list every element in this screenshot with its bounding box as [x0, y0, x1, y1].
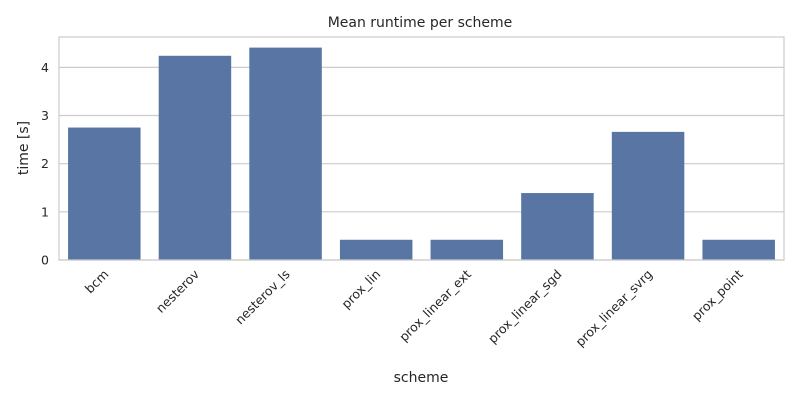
bar: [158, 55, 232, 261]
bars: [68, 47, 775, 261]
y-tick-labels: 0 1 2 3 4: [41, 60, 49, 268]
x-tick-label: nesterov_ls: [232, 267, 293, 328]
y-tick-label: 0: [41, 253, 49, 268]
x-tick-label: prox_linear_ext: [396, 266, 474, 344]
bar: [702, 239, 775, 260]
x-axis-label: scheme: [394, 370, 449, 386]
x-tick-label: prox_linear_sgd: [485, 267, 565, 347]
bar: [249, 47, 322, 260]
x-tick-label: bcm: [82, 267, 112, 297]
y-tick-label: 1: [41, 204, 49, 219]
chart-title: Mean runtime per scheme: [328, 15, 513, 31]
x-tick-label: prox_point: [689, 266, 746, 323]
bar: [611, 131, 685, 260]
y-tick-label: 2: [41, 156, 49, 171]
bar: [430, 239, 504, 260]
bar: [521, 193, 594, 260]
plot-frame: [58, 36, 785, 261]
bar: [68, 127, 141, 260]
y-tick-label: 3: [41, 108, 49, 123]
y-tick-label: 4: [41, 60, 49, 75]
x-tick-label: prox_linear_svrg: [572, 267, 655, 350]
bar: [339, 239, 413, 260]
x-tick-labels: bcm nesterov nesterov_ls prox_lin prox_linea…: [82, 266, 746, 349]
x-tick-label: nesterov: [153, 266, 203, 316]
y-axis-label: time [s]: [16, 121, 32, 175]
x-tick-label: prox_lin: [338, 267, 383, 312]
